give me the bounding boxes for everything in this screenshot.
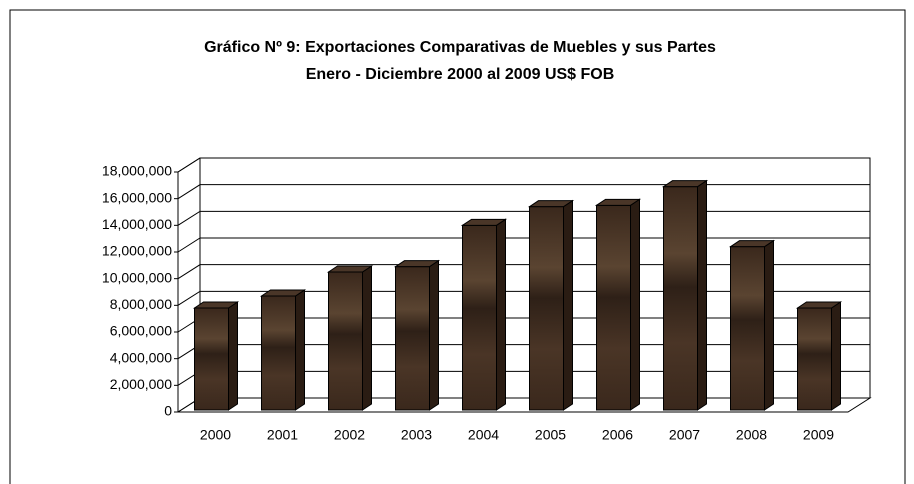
bar-front: [328, 271, 363, 411]
bar-side: [630, 198, 640, 411]
bar-side: [295, 289, 305, 411]
y-tick-label: 10,000,000: [102, 269, 172, 285]
bar-top: [393, 260, 441, 268]
grid-line: [177, 210, 870, 226]
x-tick-label: 2007: [669, 427, 700, 443]
bar-side: [496, 218, 506, 411]
x-tick-label: 2006: [602, 427, 633, 443]
bar-top: [326, 265, 374, 273]
bar-side: [563, 199, 573, 411]
bar-side: [764, 239, 774, 411]
x-tick-label: 2003: [401, 427, 432, 443]
y-tick-label: 4,000,000: [110, 349, 172, 365]
x-tick-label: 2009: [803, 427, 834, 443]
y-tick-label: 2,000,000: [110, 376, 172, 392]
frame: [9, 9, 906, 484]
bar-top: [795, 301, 843, 309]
bar-side: [697, 179, 707, 411]
bar-side: [362, 265, 372, 411]
bar-top: [527, 200, 575, 208]
y-tick-label: 6,000,000: [110, 323, 172, 339]
bar-top: [594, 198, 642, 206]
y-tick-label: 14,000,000: [102, 216, 172, 232]
bar-top: [259, 289, 307, 297]
grid-line: [177, 157, 870, 173]
bar-front: [730, 246, 765, 411]
x-tick-label: 2002: [334, 427, 365, 443]
bar-front: [395, 266, 430, 411]
y-tick-label: 0: [164, 403, 172, 419]
bar-top: [661, 180, 709, 188]
x-tick-label: 2001: [267, 427, 298, 443]
bar-front: [663, 186, 698, 411]
x-tick-label: 2000: [200, 427, 231, 443]
chart-title: Gráfico Nº 9: Exportaciones Comparativas…: [204, 39, 716, 56]
bar-top: [728, 240, 776, 248]
y-tick-label: 8,000,000: [110, 296, 172, 312]
y-tick-label: 18,000,000: [102, 163, 172, 179]
grid-line: [177, 237, 870, 253]
x-tick-label: 2004: [468, 427, 499, 443]
bar-side: [831, 301, 841, 411]
bar-front: [596, 204, 631, 411]
grid-line: [177, 290, 870, 306]
x-tick-label: 2005: [535, 427, 566, 443]
bar-front: [194, 307, 229, 411]
bar-side: [228, 301, 238, 411]
y-tick-label: 16,000,000: [102, 189, 172, 205]
bar-top: [460, 218, 508, 226]
y-tick-label: 12,000,000: [102, 243, 172, 259]
grid-line: [177, 184, 870, 200]
bar-front: [462, 224, 497, 411]
bar-front: [797, 307, 832, 411]
bar-side: [429, 259, 439, 411]
x-tick-label: 2008: [736, 427, 767, 443]
bar-front: [529, 206, 564, 411]
bar-top: [192, 301, 240, 309]
bar-front: [261, 295, 296, 411]
chart-subtitle: Enero - Diciembre 2000 al 2009 US$ FOB: [306, 66, 615, 83]
grid-line: [177, 264, 870, 280]
